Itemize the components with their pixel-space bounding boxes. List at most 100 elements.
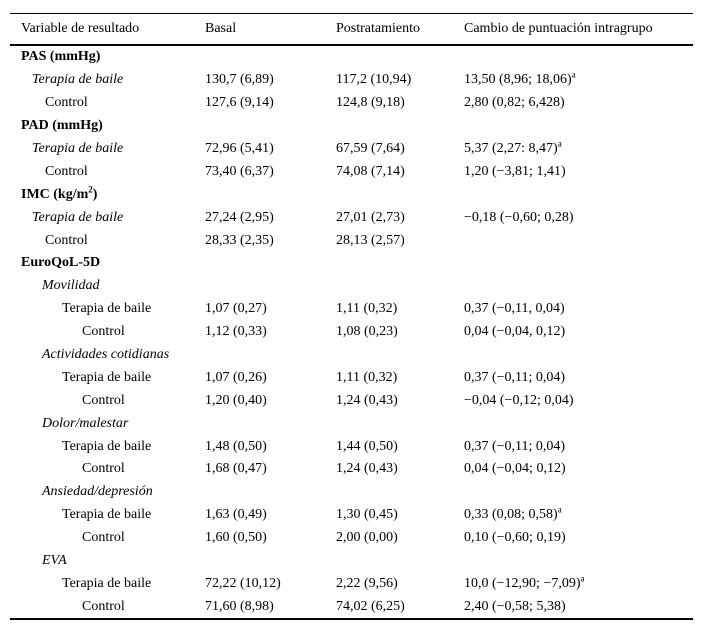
row-label-text: Control xyxy=(82,530,125,546)
row-label-text: EuroQoL-5D xyxy=(21,255,101,271)
row-label-text: EVA xyxy=(42,553,67,569)
table-row-subsection-dolor: Dolor/malestar xyxy=(10,412,693,435)
basal-value: 72,96 (5,41) xyxy=(205,141,274,156)
basal-value: 72,22 (10,12) xyxy=(205,575,281,591)
row-label-text: Control xyxy=(82,598,125,614)
change-text: 2,40 (−0,58; 5,38) xyxy=(464,598,566,614)
post-value: 1,11 (0,32) xyxy=(336,301,398,317)
post-value: 1,11 (0,32) xyxy=(336,369,398,385)
row-label: Terapia de baile xyxy=(10,209,205,225)
table-row-section-imc: IMC (kg/m2) xyxy=(10,183,693,206)
row-label: Control xyxy=(10,163,205,179)
table-row-subsection-eva: EVA xyxy=(10,550,693,573)
change-text: 0,04 (−0,04; 0,12) xyxy=(464,461,566,477)
table-row: Terapia de baile 72,96 (5,41) 67,59 (7,6… xyxy=(10,138,693,161)
change-value: 13,50 (8,96; 18,06)a xyxy=(464,69,693,87)
row-label-text: Control xyxy=(45,163,88,179)
row-label-text: Terapia de baile xyxy=(62,301,152,317)
change-text: −0,18 (−0,60; 0,28) xyxy=(464,209,574,225)
change-value: 10,0 (−12,90; −7,09)a xyxy=(464,574,693,591)
post-value: 1,24 (0,43) xyxy=(336,461,398,477)
row-label-text: PAS (mmHg) xyxy=(21,49,101,65)
change-value: 0,33 (0,08; 0,58)a xyxy=(464,505,693,523)
post-value: 74,08 (7,14) xyxy=(336,163,405,179)
footnote-marker: a xyxy=(557,138,562,149)
row-label: Actividades cotidianas xyxy=(10,348,205,362)
row-label-text: Terapia de baile xyxy=(32,209,124,225)
post-value: 28,13 (2,57) xyxy=(336,232,405,248)
post-value: 1,44 (0,50) xyxy=(336,438,398,454)
basal-value: 1,63 (0,49) xyxy=(205,507,267,523)
row-label: Control xyxy=(10,598,205,614)
table-body: PAS (mmHg) Terapia de baile 130,7 (6,89)… xyxy=(10,46,693,621)
row-label: Control xyxy=(10,392,205,408)
change-text: 0,33 (0,08; 0,58) xyxy=(464,507,558,523)
row-label-text: Control xyxy=(82,392,125,408)
column-header-variable: Variable de resultado xyxy=(21,21,140,36)
row-label: Control xyxy=(10,96,205,110)
row-label: Terapia de baile xyxy=(10,576,205,591)
basal-value: 130,7 (6,89) xyxy=(205,72,274,88)
post-value: 27,01 (2,73) xyxy=(336,209,405,225)
post-value: 74,02 (6,25) xyxy=(336,598,405,614)
row-label-text: Control xyxy=(45,95,88,111)
table-row: Control 1,20 (0,40) 1,24 (0,43) −0,04 (−… xyxy=(10,389,693,412)
change-text: 0,37 (−0,11; 0,04) xyxy=(464,369,566,385)
row-label-text: Control xyxy=(45,232,88,248)
table-row-section-pas: PAS (mmHg) xyxy=(10,46,693,69)
row-label: Control xyxy=(10,462,205,476)
row-label: Ansiedad/depresión xyxy=(10,485,205,499)
row-label-text: Ansiedad/depresión xyxy=(42,484,153,500)
table-row-subsection-actividades: Actividades cotidianas xyxy=(10,344,693,367)
change-value: 0,04 (−0,04, 0,12) xyxy=(464,325,693,339)
change-text: 1,20 (−3,81; 1,41) xyxy=(464,163,566,179)
change-value: 2,40 (−0,58; 5,38) xyxy=(464,598,693,614)
table-row: Terapia de baile 1,07 (0,26) 1,11 (0,32)… xyxy=(10,366,693,389)
table-row: Control 1,60 (0,50) 2,00 (0,00) 0,10 (−0… xyxy=(10,527,693,550)
row-label-text: PAD (mmHg) xyxy=(21,118,103,134)
post-value: 1,08 (0,23) xyxy=(336,324,398,340)
row-label-text: Terapia de baile xyxy=(62,507,152,523)
row-label-text: Terapia de baile xyxy=(62,369,152,385)
basal-value: 28,33 (2,35) xyxy=(205,232,274,248)
change-text: 0,37 (−0,11; 0,04) xyxy=(464,438,566,454)
post-value: 67,59 (7,64) xyxy=(336,141,405,156)
change-value: −0,04 (−0,12; 0,04) xyxy=(464,392,693,408)
basal-value: 1,12 (0,33) xyxy=(205,324,267,340)
change-value: 5,37 (2,27: 8,47)a xyxy=(464,139,693,156)
change-text: 0,04 (−0,04, 0,12) xyxy=(464,324,566,340)
basal-value: 27,24 (2,95) xyxy=(205,209,274,225)
row-label-text: Movilidad xyxy=(42,278,100,294)
basal-value: 1,68 (0,47) xyxy=(205,461,267,477)
post-value: 1,24 (0,43) xyxy=(336,392,398,408)
change-text: 5,37 (2,27: 8,47) xyxy=(464,141,558,156)
post-value: 1,30 (0,45) xyxy=(336,507,398,523)
row-label: IMC (kg/m2) xyxy=(10,185,205,202)
change-value: 2,80 (0,82; 6,428) xyxy=(464,96,693,110)
post-value: 124,8 (9,18) xyxy=(336,95,405,111)
row-label-text: Terapia de baile xyxy=(62,438,152,454)
table-header-row: Variable de resultado Basal Postratamien… xyxy=(10,13,693,46)
post-value: 117,2 (10,94) xyxy=(336,72,412,88)
row-label: Control xyxy=(10,531,205,545)
column-header-postratamiento: Postratamiento xyxy=(336,21,420,36)
row-label: Control xyxy=(10,325,205,339)
row-label: EVA xyxy=(10,554,205,568)
row-label: Dolor/malestar xyxy=(10,415,205,431)
table-row: Control 1,68 (0,47) 1,24 (0,43) 0,04 (−0… xyxy=(10,458,693,481)
change-value: 0,10 (−0,60; 0,19) xyxy=(464,531,693,545)
row-label: Terapia de baile xyxy=(10,73,205,87)
label-superscript: 2 xyxy=(88,184,93,195)
table-row-subsection-movilidad: Movilidad xyxy=(10,275,693,298)
row-label-text: Actividades cotidianas xyxy=(42,347,170,363)
basal-value: 1,60 (0,50) xyxy=(205,530,267,546)
row-label-text: Control xyxy=(82,461,125,477)
table-row: Terapia de baile 1,48 (0,50) 1,44 (0,50)… xyxy=(10,435,693,458)
change-text: 0,10 (−0,60; 0,19) xyxy=(464,530,566,546)
footnote-marker: a xyxy=(571,69,576,80)
change-text: 0,37 (−0,11, 0,04) xyxy=(464,301,565,317)
table-row: Control 73,40 (6,37) 74,08 (7,14) 1,20 (… xyxy=(10,160,693,183)
row-label-text: Dolor/malestar xyxy=(42,415,129,431)
change-text: −0,04 (−0,12; 0,04) xyxy=(464,392,574,408)
